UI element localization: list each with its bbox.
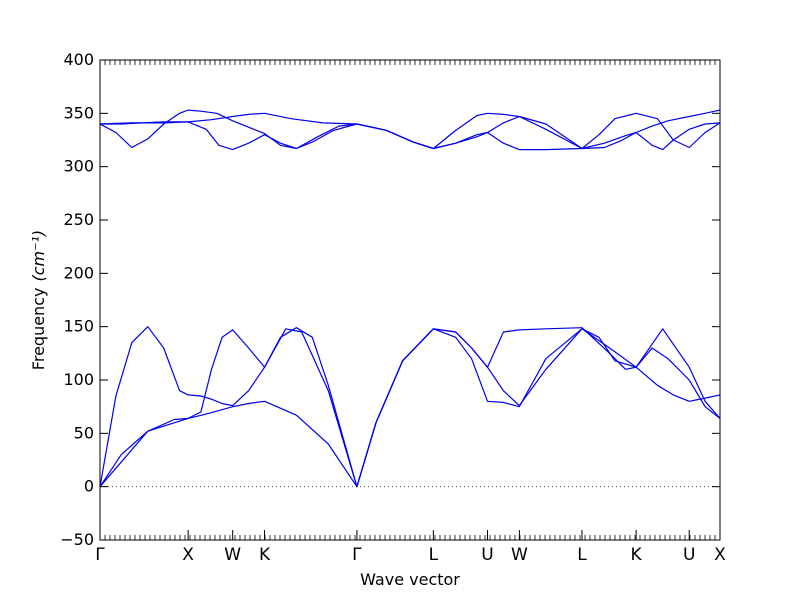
kpoint-label: X (182, 545, 194, 565)
y-axis-ticks: −50 0 50 100 150 200 250 300 350 400 (60, 50, 720, 549)
y-axis-label-unit: (cm⁻¹) (29, 230, 48, 282)
y-tick-label: 350 (63, 103, 94, 122)
y-tick-label: −50 (60, 530, 94, 549)
kpoint-label: K (631, 545, 643, 565)
series-layer (99, 109, 721, 488)
kpoint-label: X (714, 545, 726, 565)
plot-frame (99, 59, 721, 541)
y-axis-label-text: Frequency (29, 288, 48, 371)
kpoint-label: W (224, 545, 241, 565)
y-tick-label: 300 (63, 157, 94, 176)
kpoint-label: W (511, 545, 528, 565)
kpoint-label: U (683, 545, 695, 565)
y-tick-label: 150 (63, 317, 94, 336)
y-tick-label: 50 (74, 423, 94, 442)
kpoint-label: U (481, 545, 493, 565)
y-tick-label: 200 (63, 263, 94, 282)
kpoint-label: Γ (95, 545, 105, 565)
dispersion-branch-6 (99, 121, 721, 151)
kpoint-label: L (577, 545, 587, 565)
y-tick-label: 250 (63, 210, 94, 229)
y-tick-label: 400 (63, 50, 94, 69)
x-axis-label: Wave vector (360, 570, 460, 589)
y-tick-label: 0 (84, 477, 94, 496)
y-tick-label: 100 (63, 370, 94, 389)
minor-tick-marks (99, 60, 721, 540)
y-axis-label: Frequency (cm⁻¹) (29, 230, 48, 370)
dispersion-branch-3 (99, 327, 721, 488)
kpoint-label: K (259, 545, 271, 565)
kpoint-label: Γ (352, 545, 362, 565)
kpoint-label: L (429, 545, 439, 565)
